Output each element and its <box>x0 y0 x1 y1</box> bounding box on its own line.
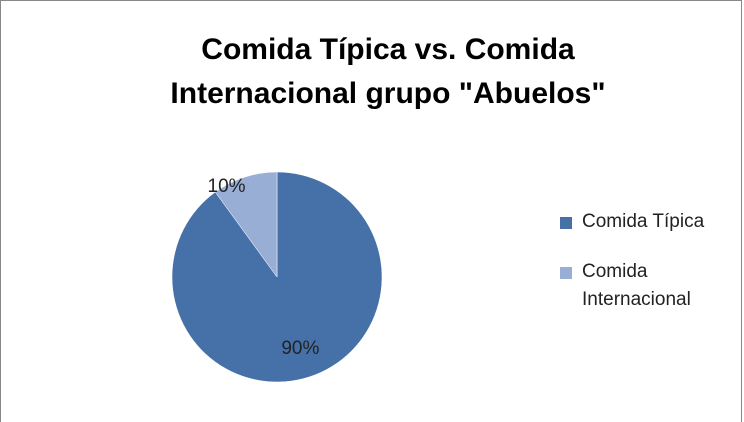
legend-item: Comida Típica <box>560 208 730 236</box>
data-label: 10% <box>208 176 246 197</box>
pie-slice <box>214 171 278 278</box>
legend-label: Comida Típica <box>582 211 705 232</box>
legend: Comida Típica Comida Internacional <box>560 208 730 336</box>
legend-swatch <box>560 217 572 229</box>
legend-item: Comida Internacional <box>560 258 730 314</box>
chart-title: Comida Típica vs. Comida Internacional g… <box>170 33 606 110</box>
legend-swatch <box>560 267 572 279</box>
data-label: 90% <box>281 338 319 359</box>
legend-label: Comida Internacional <box>582 261 691 310</box>
